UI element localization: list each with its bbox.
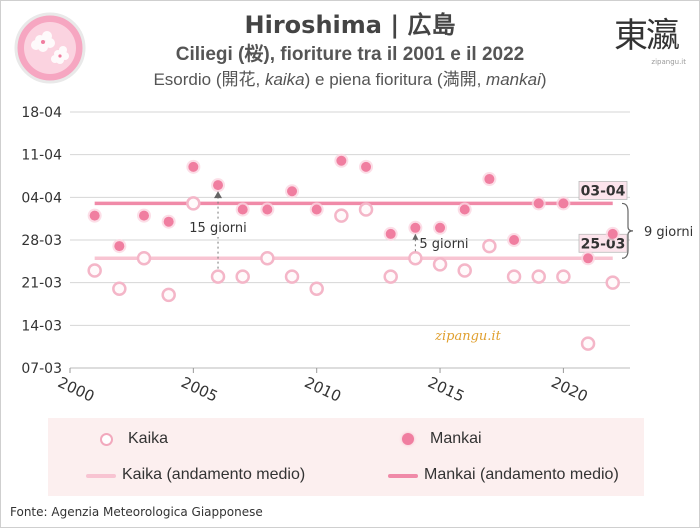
annotation-9-giorni: 9 giorni — [644, 225, 693, 240]
mankai-point — [583, 253, 594, 264]
kaika-point — [235, 269, 250, 284]
legend: Kaika Mankai Kaika (andamento medio) Man… — [48, 418, 644, 496]
mankai-point — [385, 228, 396, 239]
mankai-point — [558, 198, 569, 209]
mankai-point — [237, 204, 248, 215]
kaika-point — [136, 251, 152, 266]
fifteen-days-arrowhead — [214, 191, 223, 199]
y-tick-label: 04-04 — [21, 190, 62, 206]
mankai-trend-line-icon — [388, 474, 418, 478]
y-tick-label: 14-03 — [21, 318, 62, 334]
sakura-logo — [14, 12, 86, 84]
kaika-point — [580, 336, 596, 351]
mankai-point — [459, 204, 470, 215]
mankai-point — [484, 174, 495, 185]
mankai-point — [410, 222, 421, 233]
kaika-point — [457, 263, 472, 278]
legend-label-kaika: Kaika — [128, 430, 169, 447]
kaika-trend-line-icon — [86, 474, 116, 478]
watermark-text: zipangu.it — [434, 329, 501, 344]
x-tick-label: 2000 — [55, 373, 97, 405]
chart-title: Hiroshima | 広島 — [244, 11, 456, 39]
legend-item-mankai-trend: Mankai (andamento medio) — [388, 466, 619, 484]
mankai-trend-label: 03-04 — [578, 181, 628, 200]
kaika-point — [309, 281, 324, 297]
kaika-point — [383, 269, 398, 284]
x-tick-label: 2005 — [178, 373, 220, 405]
kaika-point — [186, 196, 201, 211]
legend-item-kaika: Kaika — [92, 430, 168, 448]
kaika-point — [284, 269, 300, 284]
nine-days-brace — [621, 202, 634, 259]
mankai-marker-icon — [402, 433, 414, 445]
legend-item-kaika-trend: Kaika (andamento medio) — [86, 466, 305, 484]
brand-logo: 東瀛 zipangu.it — [606, 14, 686, 74]
kaika-point — [605, 275, 620, 290]
x-tick-label: 2020 — [548, 373, 590, 405]
kaika-point — [161, 287, 176, 303]
kaika-trend-label-text: 25-03 — [581, 236, 626, 252]
kaika-point — [482, 238, 497, 254]
mankai-point — [188, 161, 199, 172]
mankai-trend-label-box — [578, 181, 628, 200]
kaika-point — [531, 269, 546, 284]
mankai-trend-label-text: 03-04 — [581, 183, 626, 199]
kaika-point — [408, 251, 423, 266]
legend-label-mankai-trend: Mankai (andamento medio) — [424, 466, 619, 483]
brand-url: zipangu.it — [651, 58, 686, 66]
chart-sub-subtitle: Esordio (開花, kaika) e piena fioritura (満… — [153, 70, 547, 89]
kaika-point — [334, 208, 349, 223]
mankai-point — [435, 222, 446, 233]
x-tick-label: 2010 — [302, 373, 344, 405]
legend-label-mankai: Mankai — [430, 430, 482, 447]
y-tick-label: 11-04 — [21, 148, 62, 164]
kaika-point — [112, 281, 127, 297]
kaika-point — [556, 269, 571, 284]
y-tick-label: 28-03 — [21, 233, 62, 249]
mankai-point — [139, 210, 150, 221]
legend-item-mankai: Mankai — [394, 430, 482, 448]
mankai-point — [213, 180, 224, 191]
five-days-arrowhead — [412, 233, 419, 240]
mankai-point — [336, 155, 347, 166]
chart-subtitle: Ciliegi (桜), fioriture tra il 2001 e il … — [175, 44, 525, 65]
kaika-point — [506, 269, 522, 284]
legend-label-kaika-trend: Kaika (andamento medio) — [122, 466, 306, 483]
mankai-point — [114, 241, 125, 252]
kaika-point — [210, 269, 226, 284]
y-tick-label: 07-03 — [21, 361, 62, 377]
kaika-marker-icon — [100, 433, 113, 446]
mankai-point — [361, 161, 372, 172]
annotation-15-bg — [188, 219, 249, 237]
annotation-15-giorni: 15 giorni — [189, 221, 246, 236]
x-tick-label: 2015 — [425, 373, 467, 405]
source-note: Fonte: Agenzia Meteorologica Giapponese — [10, 505, 263, 519]
chart-titles: Hiroshima | 広島 Ciliegi (桜), fioriture tr… — [100, 8, 600, 92]
y-tick-label: 21-03 — [21, 276, 62, 292]
annotation-5-giorni: 5 giorni — [419, 237, 468, 252]
mankai-point — [509, 235, 520, 245]
mankai-point — [262, 204, 273, 215]
mankai-point — [89, 210, 100, 221]
y-tick-label: 18-04 — [21, 105, 62, 121]
brand-kanji: 東瀛 — [614, 16, 680, 56]
kaika-point — [87, 263, 102, 278]
kaika-point — [432, 257, 448, 272]
kaika-point — [358, 202, 374, 217]
mankai-point — [533, 198, 544, 209]
mankai-point — [311, 204, 322, 215]
mankai-point — [607, 228, 618, 239]
mankai-point — [163, 216, 174, 227]
kaika-trend-label: 25-03 — [578, 233, 628, 253]
kaika-point — [260, 251, 275, 266]
mankai-point — [287, 186, 298, 197]
